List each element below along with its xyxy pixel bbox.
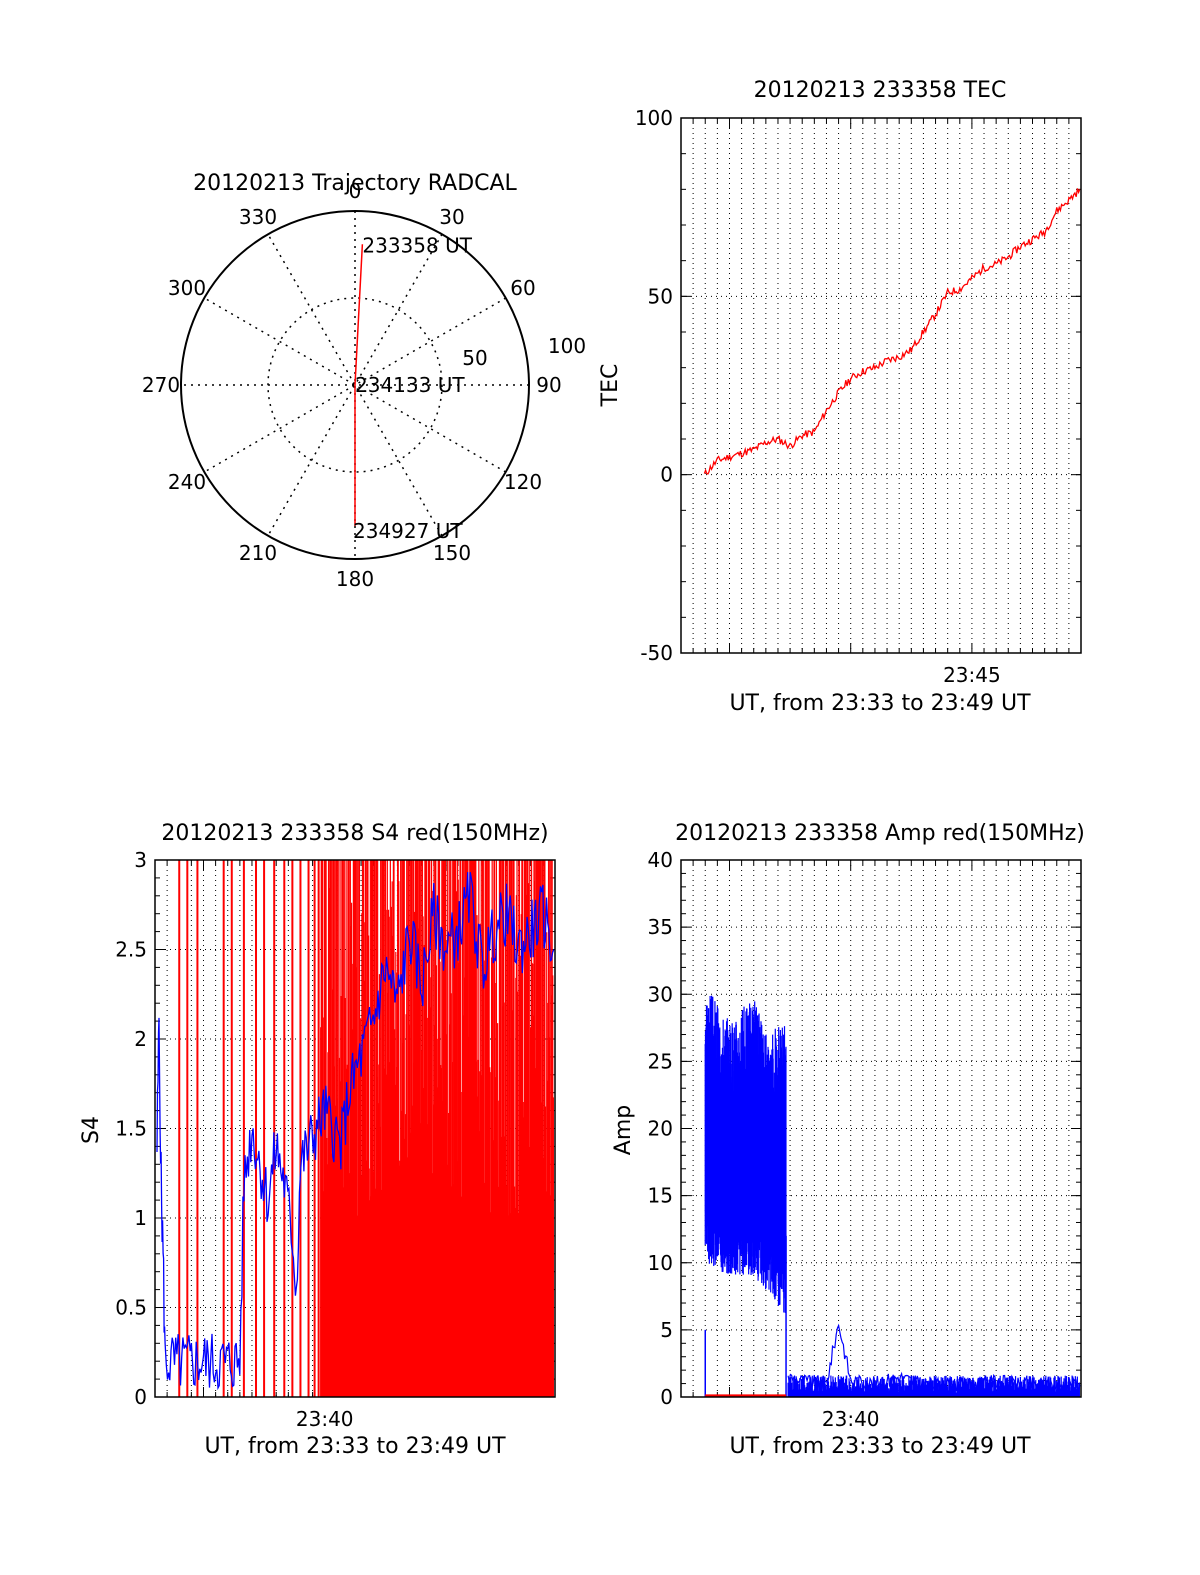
- polar-angle-label: 210: [239, 541, 277, 565]
- y-tick-label: 0: [660, 1385, 673, 1409]
- polar-spoke: [267, 233, 443, 537]
- amp-plot: 20120213 233358 Amp red(150MHz) UT, from…: [611, 821, 1085, 1459]
- polar-angle-label: 330: [239, 205, 277, 229]
- y-tick-label: 0: [134, 1385, 147, 1409]
- trajectory-time-label: 234927 UT: [353, 519, 463, 543]
- polar-angle-label: 60: [510, 276, 535, 300]
- x-tick-label: 23:40: [822, 1407, 880, 1431]
- y-tick-label: -50: [640, 641, 673, 665]
- y-tick-label: 0.5: [115, 1296, 147, 1320]
- polar-trajectory-plot: 20120213 Trajectory RADCAL 0 30 60 90 120 150…: [142, 171, 586, 591]
- polar-angle-label: 300: [168, 276, 206, 300]
- y-tick-label: 15: [648, 1184, 673, 1208]
- trajectory-line: [354, 244, 364, 526]
- tec-plot: 20120213 233358 TEC UT, from 23:33 to 23…: [598, 78, 1082, 716]
- y-tick-label: 20: [648, 1117, 673, 1141]
- y-tick-label: 10: [648, 1251, 673, 1275]
- polar-angle-label: 240: [168, 470, 206, 494]
- polar-track: 233358 UT 234133 UT 234927 UT: [353, 233, 473, 543]
- plot-area: [156, 860, 555, 1397]
- polar-angle-label: 150: [433, 541, 471, 565]
- polar-angle-label: 120: [504, 470, 542, 494]
- y-tick-label: 100: [635, 106, 673, 130]
- tec-xlabel: UT, from 23:33 to 23:49 UT: [729, 691, 1031, 716]
- polar-grid: [180, 210, 530, 560]
- s4-series-line: [156, 871, 555, 1391]
- x-tick-label: 23:40: [296, 1407, 354, 1431]
- tec-title: 20120213 233358 TEC: [754, 78, 1007, 103]
- s4-ylabel: S4: [79, 1116, 104, 1144]
- tec-series-line: [703, 188, 1081, 475]
- y-tick-label: 1.5: [115, 1117, 147, 1141]
- y-tick-label: 2.5: [115, 938, 147, 962]
- amp-title: 20120213 233358 Amp red(150MHz): [675, 821, 1085, 846]
- polar-angle-ticks: 0 30 60 90 120 150 180 210 240 270 300 330 50 100: [142, 179, 586, 591]
- polar-inner-circle: [267, 297, 443, 473]
- s4-plot: 20120213 233358 S4 red(150MHz) UT, from …: [79, 821, 556, 1459]
- polar-angle-label: 30: [439, 205, 464, 229]
- y-tick-label: 1: [134, 1206, 147, 1230]
- polar-spoke: [203, 297, 507, 473]
- polar-title: 20120213 Trajectory RADCAL: [193, 171, 517, 196]
- tec-ylabel: TEC: [598, 364, 623, 408]
- polar-angle-label: 0: [349, 179, 362, 203]
- amp-xlabel: UT, from 23:33 to 23:49 UT: [729, 1434, 1031, 1459]
- polar-radius-label: 50: [462, 346, 487, 370]
- y-tick-label: 50: [648, 284, 673, 308]
- plot-area: [703, 188, 1081, 475]
- y-tick-label: 0: [660, 463, 673, 487]
- plot-frame: [680, 117, 1082, 654]
- s4-title: 20120213 233358 S4 red(150MHz): [161, 821, 548, 846]
- y-tick-label: 2: [134, 1027, 147, 1051]
- trajectory-time-label: 233358 UT: [362, 233, 472, 257]
- y-tick-label: 25: [648, 1049, 673, 1073]
- plot-frame: [154, 859, 556, 1398]
- s4-xlabel: UT, from 23:33 to 23:49 UT: [204, 1434, 506, 1459]
- polar-radius-label: 100: [548, 334, 586, 358]
- y-tick-label: 30: [648, 982, 673, 1006]
- polar-spoke: [203, 297, 507, 473]
- trajectory-time-label: 234133 UT: [355, 373, 465, 397]
- y-tick-label: 40: [648, 848, 673, 872]
- amp-ylabel: Amp: [611, 1105, 636, 1155]
- polar-angle-label: 180: [336, 567, 374, 591]
- plot-frame: [680, 859, 1082, 1398]
- plot-area: [704, 995, 1081, 1397]
- x-tick-label: 23:45: [943, 663, 1001, 687]
- y-tick-label: 5: [660, 1318, 673, 1342]
- polar-angle-label: 90: [536, 373, 561, 397]
- y-tick-label: 3: [134, 848, 147, 872]
- polar-spoke: [267, 233, 443, 537]
- polar-angle-label: 270: [142, 373, 180, 397]
- y-tick-label: 35: [648, 915, 673, 939]
